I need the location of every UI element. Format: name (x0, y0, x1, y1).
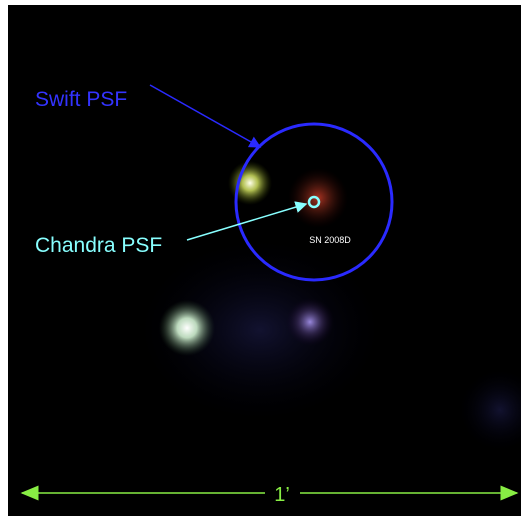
chandra-label: Chandra PSF (35, 234, 162, 257)
source-label: SN 2008D (309, 235, 351, 245)
purple-source (286, 298, 334, 346)
chandra-psf-circle (307, 195, 321, 209)
diffuse-glow (140, 240, 380, 420)
chandra-arrow (186, 201, 308, 241)
yellow-source (228, 161, 272, 205)
swift-label: Swift PSF (35, 88, 127, 111)
white-source (159, 300, 215, 356)
swift-arrow (149, 84, 262, 148)
swift-psf-circle (234, 122, 394, 282)
diffuse-glow (460, 370, 521, 450)
scale-label: 1’ (274, 484, 290, 506)
